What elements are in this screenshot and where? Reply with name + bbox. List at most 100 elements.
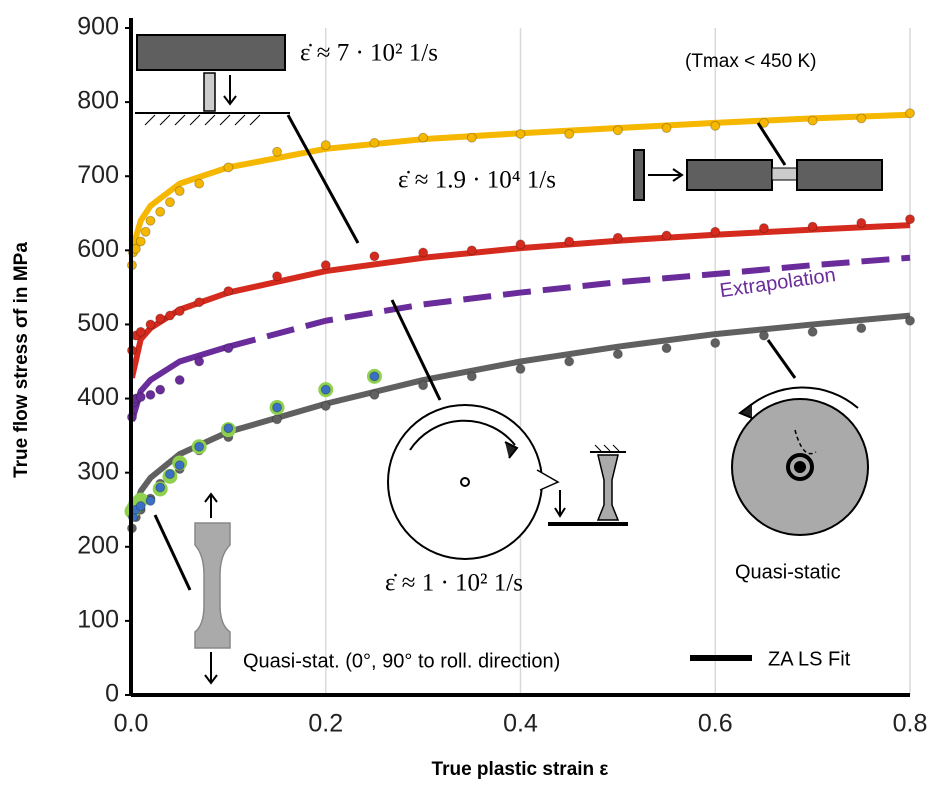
data-point	[807, 115, 818, 126]
x-tick-label: 0.2	[308, 710, 343, 738]
data-point	[564, 128, 575, 139]
data-point	[758, 330, 769, 341]
data-point	[272, 414, 283, 425]
illustrations	[135, 34, 883, 685]
annotation: ε̇ ≈ 7 · 10² 1/s	[300, 40, 438, 67]
data-point	[515, 128, 526, 139]
annotation: Quasi-static	[735, 561, 841, 583]
data-point	[710, 337, 721, 348]
data-point	[612, 125, 623, 136]
data-point	[174, 186, 185, 197]
data-point	[272, 402, 283, 413]
y-tick-label: 100	[77, 605, 119, 633]
data-point	[612, 349, 623, 360]
y-axis-label: True flow stress σf in MPa	[11, 242, 32, 478]
data-point	[155, 313, 166, 324]
data-point	[466, 371, 477, 382]
data-point	[145, 319, 156, 330]
data-point	[164, 469, 175, 480]
y-tick-label: 800	[77, 87, 119, 115]
data-point	[174, 375, 185, 386]
annotation: Extrapolation	[718, 264, 837, 302]
x-axis-label: True plastic strain ε	[432, 759, 609, 780]
data-point	[515, 239, 526, 250]
x-tick-label: 0.8	[893, 710, 928, 738]
data-point	[418, 380, 429, 391]
data-point	[710, 226, 721, 237]
data-point	[135, 501, 146, 512]
data-point	[272, 146, 283, 157]
data-point	[856, 113, 867, 124]
legend-label: ZA LS Fit	[768, 648, 851, 670]
data-point	[320, 140, 331, 151]
data-point	[369, 389, 380, 400]
annotation: (Tmax < 450 K)	[685, 51, 816, 72]
data-point	[807, 221, 818, 232]
data-point	[905, 315, 915, 326]
data-point	[661, 123, 672, 134]
data-point	[164, 310, 175, 321]
data-point	[164, 197, 175, 208]
data-point	[135, 236, 146, 247]
data-point	[418, 247, 429, 258]
data-point	[145, 215, 156, 226]
data-point	[194, 441, 205, 452]
fit-line	[129, 222, 911, 379]
annotation: Quasi-stat. (0°, 90° to roll. direction)	[243, 650, 560, 672]
y-tick-label: 400	[77, 383, 119, 411]
data-point	[905, 214, 915, 225]
data-point	[515, 363, 526, 374]
data-point	[466, 132, 477, 143]
data-point	[223, 423, 234, 434]
data-point	[155, 206, 166, 217]
data-point	[194, 356, 205, 367]
data-point	[320, 400, 331, 411]
data-point	[145, 495, 156, 506]
data-point	[145, 389, 156, 400]
data-point	[223, 286, 234, 297]
annotation: ε̇ ≈ 1 · 10² 1/s	[385, 570, 523, 597]
data-point	[661, 230, 672, 241]
annotation: ε̇ ≈ 1.9 · 10⁴ 1/s	[398, 167, 556, 194]
y-tick-label: 200	[77, 531, 119, 559]
data-point	[418, 132, 429, 143]
y-tick-label: 0	[105, 680, 119, 708]
data-point	[564, 236, 575, 247]
data-point	[369, 251, 380, 262]
data-point	[758, 223, 769, 234]
data-point	[905, 108, 915, 119]
data-point	[612, 232, 623, 243]
x-tick-label: 0.0	[114, 710, 149, 738]
fit-line	[227, 254, 911, 350]
data-point	[856, 217, 867, 228]
data-point	[466, 245, 477, 256]
data-point	[272, 271, 283, 282]
data-point	[194, 297, 205, 308]
data-point	[223, 343, 234, 354]
data-point	[194, 178, 205, 189]
data-point	[174, 460, 185, 471]
data-point	[174, 306, 185, 317]
x-tick-label: 0.4	[503, 710, 538, 738]
y-tick-label: 500	[77, 309, 119, 337]
y-tick-label: 900	[77, 13, 119, 41]
data-point	[320, 260, 331, 271]
data-point	[320, 384, 331, 395]
data-point	[661, 343, 672, 354]
data-point	[856, 323, 867, 334]
data-point	[135, 392, 146, 403]
data-point	[155, 482, 166, 493]
y-tick-label: 300	[77, 457, 119, 485]
data-point	[140, 226, 151, 237]
data-point	[369, 371, 380, 382]
axes: 0.0 0.2 0.4 0.6 0.8 0 100 200 300 400 500 600 700 800…	[77, 13, 927, 738]
data-point	[807, 326, 818, 337]
data-point	[564, 356, 575, 367]
data-point	[369, 137, 380, 148]
y-tick-label: 700	[77, 161, 119, 189]
data-point	[135, 326, 146, 337]
data-point	[223, 162, 234, 173]
data-point	[710, 120, 721, 131]
data-point	[155, 384, 166, 395]
